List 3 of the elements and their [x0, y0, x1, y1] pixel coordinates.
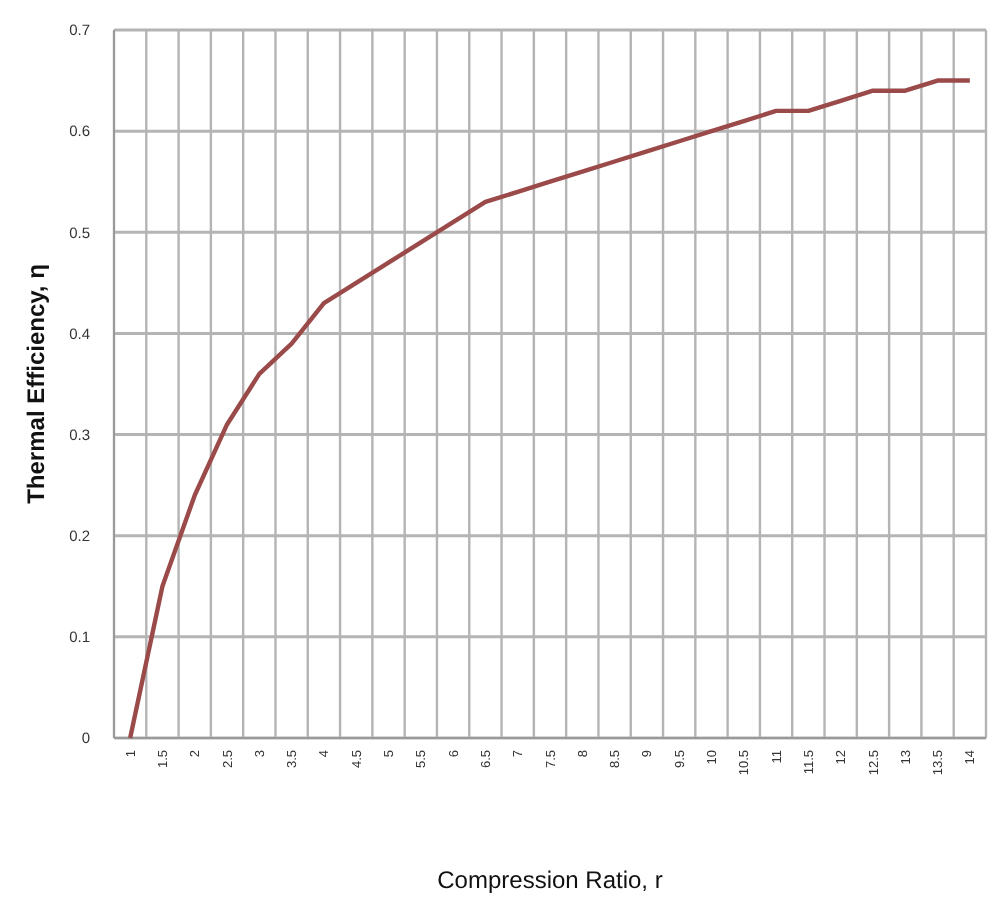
x-axis-title: Compression Ratio, r: [437, 866, 663, 894]
line-series: [127, 78, 973, 741]
y-axis-title: Thermal Efficiency, η: [22, 264, 50, 504]
